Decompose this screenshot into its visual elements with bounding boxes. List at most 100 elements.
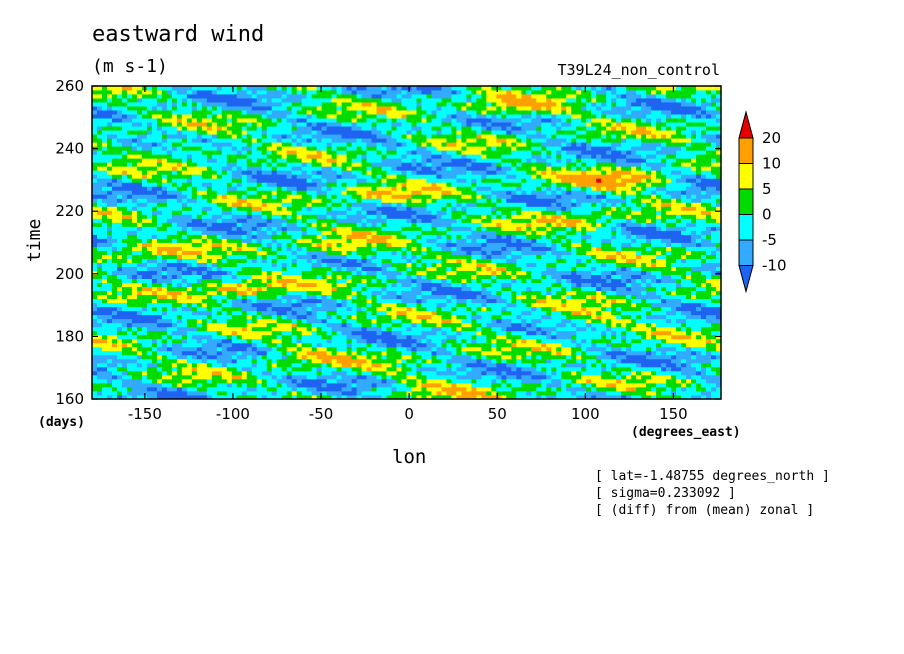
heatmap-cell xyxy=(456,322,462,328)
heatmap-cell xyxy=(346,314,352,320)
heatmap-cell xyxy=(256,282,263,288)
heatmap-cell xyxy=(586,258,592,263)
heatmap-cell xyxy=(396,366,402,372)
heatmap-cell xyxy=(706,350,712,356)
heatmap-cell xyxy=(686,382,692,388)
heatmap-cell xyxy=(426,338,432,344)
heatmap-cell xyxy=(96,382,103,388)
heatmap-cell xyxy=(521,306,527,312)
heatmap-cell xyxy=(92,274,98,280)
heatmap-cell xyxy=(566,350,572,356)
heatmap-cell xyxy=(186,242,193,247)
heatmap-cell xyxy=(271,370,278,376)
heatmap-cell xyxy=(151,334,158,340)
heatmap-cell xyxy=(661,286,667,292)
heatmap-cell xyxy=(316,294,323,300)
heatmap-cell xyxy=(516,354,522,360)
heatmap-cell xyxy=(416,374,422,380)
heatmap-cell xyxy=(191,318,198,324)
heatmap-cell xyxy=(621,294,627,300)
heatmap-cell xyxy=(486,338,492,344)
heatmap-cell xyxy=(646,298,652,304)
heatmap-cell xyxy=(181,290,188,296)
heatmap-cell xyxy=(336,242,342,247)
heatmap-cell xyxy=(416,378,422,384)
heatmap-cell xyxy=(591,326,597,332)
heatmap-cell xyxy=(511,394,517,400)
heatmap-cell xyxy=(126,254,133,259)
heatmap-cell xyxy=(101,326,108,332)
heatmap-cell xyxy=(696,278,702,284)
heatmap-cell xyxy=(396,326,402,332)
heatmap-cell xyxy=(216,334,223,340)
heatmap-cell xyxy=(421,390,427,396)
heatmap-cell xyxy=(496,270,502,275)
heatmap-cell xyxy=(446,262,452,267)
heatmap-cell xyxy=(541,250,547,255)
heatmap-cell xyxy=(601,270,607,275)
heatmap-cell xyxy=(691,350,697,356)
heatmap-cell xyxy=(126,330,133,336)
heatmap-cell xyxy=(236,326,243,332)
heatmap-cell xyxy=(286,314,293,320)
heatmap-cell xyxy=(536,266,542,271)
heatmap-cell xyxy=(711,270,717,275)
heatmap-cell xyxy=(631,326,637,332)
heatmap-cell xyxy=(291,254,298,259)
heatmap-cell xyxy=(241,330,248,336)
heatmap-cell xyxy=(101,334,108,340)
heatmap-cell xyxy=(666,362,672,368)
heatmap-cell xyxy=(681,334,687,340)
heatmap-cell xyxy=(496,322,502,328)
heatmap-cell xyxy=(616,302,622,308)
heatmap-cell xyxy=(186,366,193,372)
heatmap-cell xyxy=(466,378,472,384)
heatmap-cell xyxy=(356,354,362,360)
heatmap-cell xyxy=(566,266,572,271)
heatmap-cell xyxy=(506,342,512,348)
heatmap-cell xyxy=(256,270,263,275)
heatmap-cell xyxy=(561,350,567,356)
heatmap-cell xyxy=(701,270,707,275)
heatmap-cell xyxy=(581,358,587,364)
heatmap-cell xyxy=(436,290,442,296)
heatmap-cell xyxy=(256,322,263,328)
heatmap-cell xyxy=(286,362,293,368)
heatmap-cell xyxy=(361,386,367,392)
heatmap-cell xyxy=(306,342,313,348)
heatmap-cell xyxy=(471,386,477,392)
heatmap-cell xyxy=(611,310,617,316)
heatmap-cell xyxy=(231,354,238,360)
heatmap-cell xyxy=(481,330,487,336)
heatmap-cell xyxy=(141,338,148,344)
heatmap-cell xyxy=(266,362,273,368)
heatmap-cell xyxy=(336,246,342,251)
heatmap-cell xyxy=(706,246,712,251)
heatmap-cell xyxy=(431,262,437,267)
heatmap-cell xyxy=(386,330,392,336)
heatmap-cell xyxy=(451,318,457,324)
heatmap-cell xyxy=(226,378,233,384)
heatmap-cell xyxy=(541,318,547,324)
heatmap-cell xyxy=(476,318,482,324)
heatmap-cell xyxy=(546,278,552,284)
heatmap-cell xyxy=(211,394,218,400)
heatmap-cell xyxy=(321,266,328,271)
heatmap-cell xyxy=(316,286,323,292)
heatmap-cell xyxy=(631,358,637,364)
heatmap-cell xyxy=(416,350,422,356)
heatmap-cell xyxy=(631,354,637,360)
heatmap-cell xyxy=(191,386,198,392)
heatmap-cell xyxy=(661,394,667,400)
heatmap-cell xyxy=(331,282,338,288)
heatmap-cell xyxy=(686,322,692,328)
heatmap-cell xyxy=(101,370,108,376)
heatmap-cell xyxy=(491,250,497,255)
heatmap-cell xyxy=(486,330,492,336)
heatmap-cell xyxy=(341,306,347,312)
heatmap-cell xyxy=(231,390,238,396)
heatmap-cell xyxy=(231,386,238,392)
heatmap-cell xyxy=(366,346,372,352)
heatmap-cell xyxy=(236,370,243,376)
heatmap-cell xyxy=(436,294,442,300)
